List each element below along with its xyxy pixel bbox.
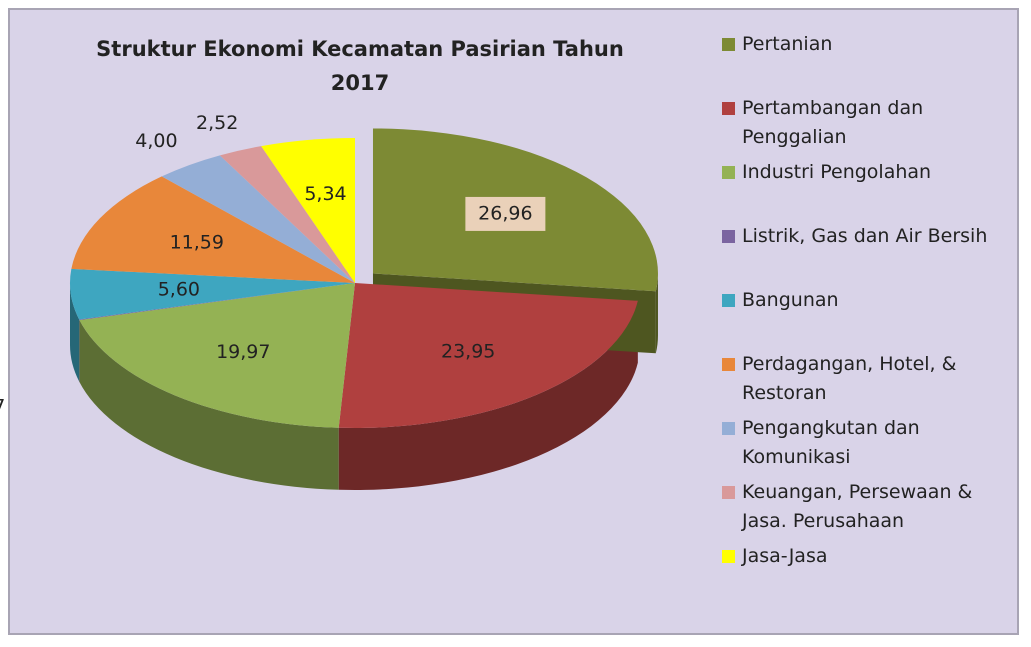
data-label: 19,97 <box>216 341 270 363</box>
legend-item: Perdagangan, Hotel, & Restoran <box>722 350 1022 414</box>
legend-swatch <box>722 550 735 563</box>
legend-label: Pertanian <box>742 30 832 59</box>
legend-label: Bangunan <box>742 286 839 315</box>
data-label: 0,07 <box>0 396 5 418</box>
data-label: 11,59 <box>170 231 224 253</box>
legend-item: Keuangan, Persewaan & Jasa. Perusahaan <box>722 478 1022 542</box>
legend-label: Keuangan, Persewaan & Jasa. Perusahaan <box>742 478 1022 536</box>
data-label: 5,60 <box>158 279 200 301</box>
legend-item: Pengangkutan dan Komunikasi <box>722 414 1022 478</box>
legend-swatch <box>722 38 735 51</box>
legend-label: Perdagangan, Hotel, & Restoran <box>742 350 1022 408</box>
legend-swatch <box>722 486 735 499</box>
legend-label: Pertambangan dan Penggalian <box>742 94 1022 152</box>
legend-item: Pertanian <box>722 30 1022 94</box>
data-label: 23,95 <box>441 341 495 363</box>
legend-swatch <box>722 294 735 307</box>
legend-swatch <box>722 422 735 435</box>
legend-label: Listrik, Gas dan Air Bersih <box>742 222 987 251</box>
legend: Pertanian Pertambangan dan Penggalian Indu… <box>722 30 1022 606</box>
legend-item: Industri Pengolahan <box>722 158 1022 222</box>
legend-swatch <box>722 166 735 179</box>
legend-label: Industri Pengolahan <box>742 158 931 187</box>
legend-swatch <box>722 358 735 371</box>
legend-item: Jasa-Jasa <box>722 542 1022 606</box>
data-label: 26,96 <box>478 202 532 224</box>
data-label: 5,34 <box>304 183 346 205</box>
legend-label: Jasa-Jasa <box>742 542 828 571</box>
legend-swatch <box>722 230 735 243</box>
legend-swatch <box>722 102 735 115</box>
legend-item: Listrik, Gas dan Air Bersih <box>722 222 1022 286</box>
legend-item: Bangunan <box>722 286 1022 350</box>
legend-label: Pengangkutan dan Komunikasi <box>742 414 1022 472</box>
data-label: 4,00 <box>135 130 177 152</box>
legend-item: Pertambangan dan Penggalian <box>722 94 1022 158</box>
data-label: 2,52 <box>196 112 238 134</box>
page: Struktur Ekonomi Kecamatan Pasirian Tahu… <box>0 0 1031 647</box>
